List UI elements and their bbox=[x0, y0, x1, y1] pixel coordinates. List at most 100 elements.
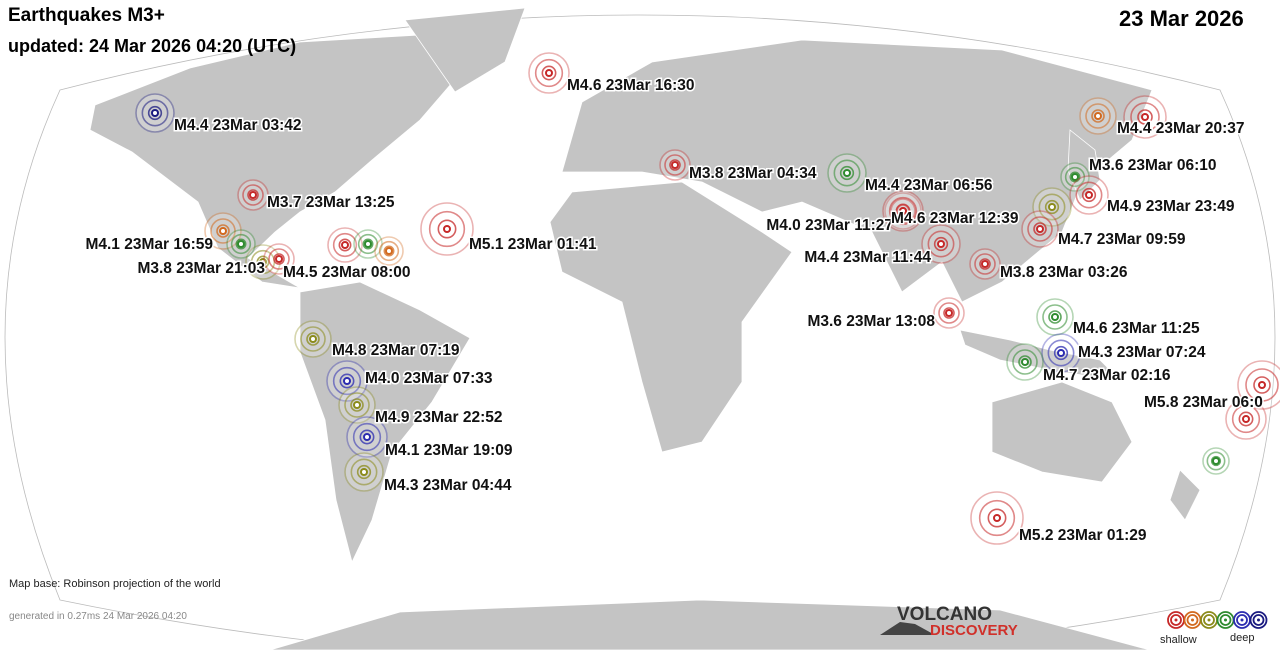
marker-ring bbox=[1231, 404, 1261, 434]
marker-ring bbox=[352, 422, 382, 452]
quake-marker[interactable] bbox=[263, 243, 295, 275]
logo-icon bbox=[880, 622, 935, 635]
quake-marker[interactable] bbox=[1036, 298, 1074, 336]
quake-label[interactable]: M4.5 23Mar 08:00 bbox=[282, 263, 413, 283]
marker-ring bbox=[357, 233, 379, 255]
quake-label[interactable]: M4.3 23Mar 07:24 bbox=[1077, 343, 1208, 363]
quake-marker[interactable] bbox=[327, 227, 363, 263]
quake-marker[interactable] bbox=[1041, 333, 1081, 373]
marker-dot bbox=[993, 514, 1001, 522]
quake-marker[interactable] bbox=[1006, 343, 1044, 381]
labels: M4.6 23Mar 16:30 M4.4 23Mar 03:42 M4.4 23M… bbox=[84, 76, 1265, 546]
marker-ring bbox=[534, 58, 564, 88]
quake-label[interactable]: M4.9 23Mar 22:52 bbox=[374, 408, 505, 428]
quake-marker[interactable] bbox=[1060, 162, 1090, 192]
marker-ring bbox=[332, 232, 358, 258]
quake-marker[interactable] bbox=[204, 212, 242, 250]
quake-marker[interactable] bbox=[420, 202, 474, 256]
marker-ring bbox=[216, 224, 230, 238]
marker-ring bbox=[235, 238, 247, 250]
marker-dot bbox=[363, 433, 371, 441]
quake-marker[interactable] bbox=[1225, 398, 1267, 440]
quake-label[interactable]: M4.1 23Mar 16:59 bbox=[84, 235, 215, 255]
marker-ring bbox=[147, 105, 163, 121]
quake-marker[interactable] bbox=[294, 320, 332, 358]
quake-label[interactable]: M4.4 23Mar 11:44 bbox=[803, 248, 933, 268]
quake-label[interactable]: M3.7 23Mar 13:25 bbox=[266, 193, 397, 213]
marker-ring bbox=[1048, 310, 1062, 324]
quake-label[interactable]: M5.1 23Mar 01:41 bbox=[468, 235, 599, 255]
marker-ring bbox=[141, 99, 169, 127]
quake-marker[interactable] bbox=[226, 229, 256, 259]
quake-label[interactable]: M3.8 23Mar 21:03 bbox=[136, 259, 267, 279]
quake-marker[interactable] bbox=[969, 248, 1001, 280]
quake-marker[interactable] bbox=[344, 452, 384, 492]
quake-label[interactable]: M4.0 23Mar 11:27 bbox=[765, 216, 895, 236]
quake-label[interactable]: M4.8 23Mar 07:19 bbox=[331, 341, 462, 361]
marker-ring bbox=[300, 326, 326, 352]
quake-marker[interactable] bbox=[353, 229, 383, 259]
quake-marker[interactable] bbox=[970, 491, 1024, 545]
quake-label[interactable]: M5.2 23Mar 01:29 bbox=[1018, 526, 1149, 546]
quake-marker[interactable] bbox=[1202, 447, 1230, 475]
quake-label[interactable]: M4.4 23Mar 20:37 bbox=[1116, 119, 1247, 139]
quake-marker[interactable] bbox=[1123, 95, 1167, 139]
quake-label[interactable]: M4.0 23Mar 07:33 bbox=[364, 369, 495, 389]
marker-dot bbox=[1258, 381, 1266, 389]
quake-marker[interactable] bbox=[1069, 175, 1109, 215]
marker-dot bbox=[1057, 349, 1065, 357]
marker-ring bbox=[938, 302, 960, 324]
quake-label[interactable]: M4.4 23Mar 06:56 bbox=[864, 176, 995, 196]
quake-marker[interactable] bbox=[921, 224, 961, 264]
quake-label[interactable]: M4.1 23Mar 19:09 bbox=[384, 441, 515, 461]
marker-ring bbox=[890, 198, 916, 224]
logo-line2: DISCOVERY bbox=[930, 622, 1018, 639]
quake-label[interactable]: M4.7 23Mar 09:59 bbox=[1057, 230, 1188, 250]
marker-dot bbox=[151, 109, 159, 117]
quake-label[interactable]: M4.9 23Mar 23:49 bbox=[1106, 197, 1237, 217]
marker-ring bbox=[541, 65, 557, 81]
quake-marker[interactable] bbox=[827, 153, 867, 193]
quake-label[interactable]: M4.4 23Mar 03:42 bbox=[173, 116, 304, 136]
quake-label[interactable]: M3.8 23Mar 04:34 bbox=[688, 164, 819, 184]
quake-label[interactable]: M4.6 23Mar 11:25 bbox=[1072, 319, 1202, 339]
quake-label[interactable]: M3.8 23Mar 03:26 bbox=[999, 263, 1130, 283]
marker-dot bbox=[275, 255, 283, 263]
marker-ring bbox=[344, 392, 370, 418]
marker-ring bbox=[350, 458, 378, 486]
quake-label[interactable]: M3.6 23Mar 06:10 bbox=[1088, 156, 1219, 176]
quake-marker[interactable] bbox=[528, 52, 570, 94]
updated: updated: 24 Mar 2026 04:20 (UTC) bbox=[8, 36, 296, 56]
quake-marker[interactable] bbox=[1021, 210, 1059, 248]
quake-marker[interactable] bbox=[1237, 360, 1280, 410]
quake-marker[interactable] bbox=[338, 386, 376, 424]
quake-label[interactable]: M5.8 23Mar 06:0 bbox=[1143, 393, 1265, 413]
marker-dot bbox=[937, 240, 945, 248]
legend-deep: deep bbox=[1230, 632, 1254, 644]
marker-dot bbox=[360, 468, 368, 476]
legend-ring bbox=[1252, 614, 1265, 626]
legend-dot bbox=[1191, 618, 1194, 622]
quake-label[interactable]: M4.3 23Mar 04:44 bbox=[383, 476, 514, 496]
quake-label[interactable]: M4.6 23Mar 12:39 bbox=[890, 209, 1021, 229]
legend-dot bbox=[1174, 618, 1178, 622]
marker-ring bbox=[978, 499, 1016, 537]
quake-marker[interactable] bbox=[374, 236, 404, 266]
marker-dot bbox=[1141, 113, 1149, 121]
markers bbox=[135, 52, 1280, 545]
marker-ring bbox=[1130, 102, 1160, 132]
quake-marker[interactable] bbox=[237, 179, 269, 211]
quake-marker[interactable] bbox=[659, 149, 691, 181]
marker-ring bbox=[833, 159, 861, 187]
quake-marker[interactable] bbox=[135, 93, 175, 133]
marker-ring bbox=[1044, 199, 1060, 215]
quake-marker[interactable] bbox=[346, 416, 388, 458]
quake-label[interactable]: M4.7 23Mar 02:16 bbox=[1042, 366, 1173, 386]
quake-marker[interactable] bbox=[1079, 97, 1117, 135]
quake-marker[interactable] bbox=[326, 360, 368, 402]
quake-marker[interactable] bbox=[882, 190, 924, 232]
quake-label[interactable]: M4.6 23Mar 16:30 bbox=[566, 76, 697, 96]
marker-ring bbox=[974, 253, 996, 275]
quake-marker[interactable] bbox=[933, 297, 965, 329]
quake-label[interactable]: M3.6 23Mar 13:08 bbox=[806, 312, 937, 332]
